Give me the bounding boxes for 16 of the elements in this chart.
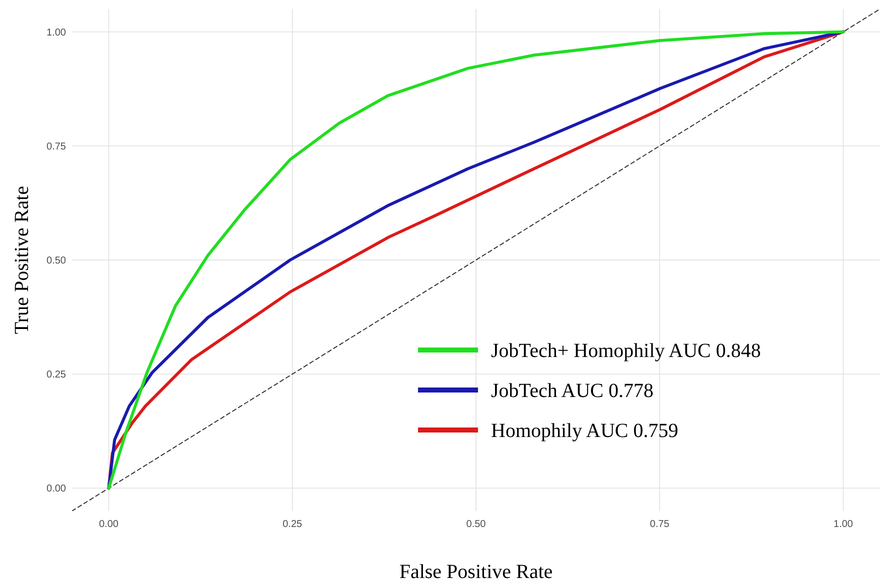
x-tick-label: 0.00 [98,519,119,530]
legend-label: JobTech+ Homophily AUC 0.848 [491,340,761,362]
x-tick-label: 0.50 [466,519,486,530]
y-tick-label: 1.00 [46,27,66,38]
x-axis-title: False Positive Rate [399,561,553,583]
y-tick-label: 0.25 [46,370,66,381]
y-tick-label: 0.75 [46,141,66,152]
x-tick-label: 0.25 [282,519,303,530]
x-tick-label: 1.00 [834,519,854,530]
line-series [107,30,845,490]
y-axis-title: True Positive Rate [11,186,33,334]
y-tick-label: 0.50 [46,256,66,266]
x-tick-label: 0.75 [650,519,670,530]
legend-label: Homophily AUC 0.759 [491,420,678,442]
y-tick-label: 0.00 [46,484,66,495]
legend-label: JobTech AUC 0.778 [491,380,654,402]
